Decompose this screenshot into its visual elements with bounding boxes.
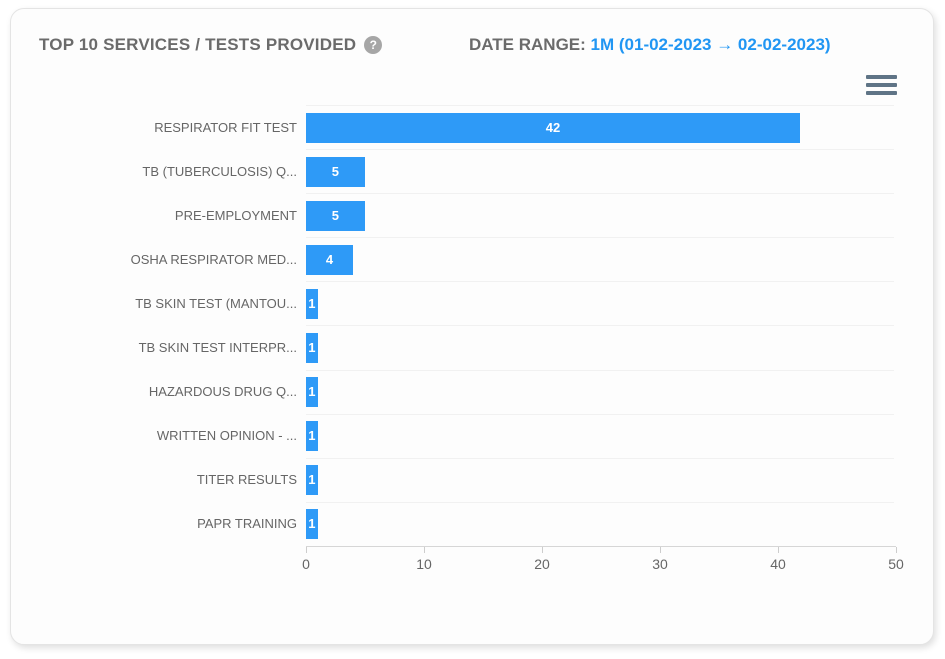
axis-tick-label: 0 xyxy=(302,555,310,572)
menu-line xyxy=(866,91,897,95)
axis-tick xyxy=(660,546,661,553)
bar[interactable]: 1 xyxy=(306,421,318,452)
chart-row: RESPIRATOR FIT TEST 42 xyxy=(11,105,933,149)
axis-tick xyxy=(306,546,307,553)
category-label: PAPR TRAINING xyxy=(197,516,297,532)
date-range-label: DATE RANGE: xyxy=(469,35,586,54)
plot-band: 1 xyxy=(306,281,894,325)
category-label: TB SKIN TEST (MANTOU... xyxy=(135,295,297,311)
help-icon[interactable]: ? xyxy=(364,36,383,54)
bar[interactable]: 42 xyxy=(306,112,800,143)
bar[interactable]: 1 xyxy=(306,333,318,364)
bar[interactable]: 5 xyxy=(306,200,365,231)
page-title: TOP 10 SERVICES / TESTS PROVIDED xyxy=(39,35,357,54)
chart-row: OSHA RESPIRATOR MED... 4 xyxy=(11,237,933,281)
bar-value-label: 4 xyxy=(325,251,334,267)
bar-value-label: 1 xyxy=(308,384,316,400)
plot-band: 1 xyxy=(306,325,894,369)
category-label: HAZARDOUS DRUG Q... xyxy=(148,384,297,400)
axis-tick-label: 40 xyxy=(770,555,786,572)
bar-value-label: 1 xyxy=(308,428,316,444)
axis-tick xyxy=(896,546,897,553)
chart-row: WRITTEN OPINION - ... 1 xyxy=(11,413,933,458)
bar[interactable]: 1 xyxy=(306,465,318,496)
category-label: TB (TUBERCULOSIS) Q... xyxy=(142,163,297,179)
category-label: WRITTEN OPINION - ... xyxy=(156,428,297,444)
chart-row: HAZARDOUS DRUG Q... 1 xyxy=(11,369,933,414)
bar[interactable]: 1 xyxy=(306,509,318,540)
category-label: TB SKIN TEST INTERPR... xyxy=(138,340,297,356)
plot-band: 1 xyxy=(306,457,894,502)
bar-value-label: 1 xyxy=(308,295,316,311)
bar-value-label: 1 xyxy=(308,472,316,488)
bar-value-label: 1 xyxy=(308,340,316,356)
category-label: RESPIRATOR FIT TEST xyxy=(154,119,297,135)
bar-value-label: 5 xyxy=(331,163,340,179)
plot-band: 5 xyxy=(306,193,894,237)
x-axis: 0 10 20 30 40 50 xyxy=(302,545,904,580)
date-range-value[interactable]: 1M (01-02-2023 → 02-02-2023) xyxy=(590,35,831,54)
category-label: TITER RESULTS xyxy=(196,472,297,488)
bar[interactable]: 1 xyxy=(306,377,318,408)
chart-card: TOP 10 SERVICES / TESTS PROVIDED ? DATE … xyxy=(10,8,934,645)
menu-line xyxy=(866,83,897,87)
chart-row: TITER RESULTS 1 xyxy=(11,457,933,502)
plot-band: 5 xyxy=(306,149,894,193)
chart-rows: RESPIRATOR FIT TEST 42 TB (TUBERCULOSIS) Q… xyxy=(11,105,933,546)
bar[interactable]: 5 xyxy=(306,156,365,187)
chart-row: PRE-EMPLOYMENT 5 xyxy=(11,193,933,237)
bar[interactable]: 4 xyxy=(306,244,354,275)
axis-tick-label: 10 xyxy=(416,555,432,572)
plot-band: 1 xyxy=(306,369,894,414)
plot-band: 42 xyxy=(306,105,894,149)
hamburger-menu-icon[interactable] xyxy=(865,73,899,97)
plot-band: 1 xyxy=(306,413,894,458)
plot-band: 1 xyxy=(306,501,894,546)
axis-tick xyxy=(778,546,779,553)
chart-row: TB (TUBERCULOSIS) Q... 5 xyxy=(11,149,933,193)
chart-row: TB SKIN TEST (MANTOU... 1 xyxy=(11,281,933,325)
axis-tick-label: 20 xyxy=(534,555,550,572)
category-label: OSHA RESPIRATOR MED... xyxy=(130,251,297,267)
bar-chart: RESPIRATOR FIT TEST 42 TB (TUBERCULOSIS) Q… xyxy=(11,105,933,580)
bar[interactable]: 1 xyxy=(306,288,318,319)
chart-row: TB SKIN TEST INTERPR... 1 xyxy=(11,325,933,369)
bar-value-label: 5 xyxy=(331,207,340,223)
bar-value-label: 42 xyxy=(545,119,561,135)
card-header: TOP 10 SERVICES / TESTS PROVIDED ? xyxy=(39,35,383,55)
chart-row: PAPR TRAINING 1 xyxy=(11,501,933,546)
date-range: DATE RANGE: 1M (01-02-2023 → 02-02-2023) xyxy=(469,35,831,55)
axis-tick-label: 50 xyxy=(888,555,904,572)
axis-tick xyxy=(542,546,543,553)
menu-line xyxy=(866,75,897,79)
category-label: PRE-EMPLOYMENT xyxy=(174,207,297,223)
axis-tick xyxy=(424,546,425,553)
axis-tick-label: 30 xyxy=(652,555,668,572)
plot-band: 4 xyxy=(306,237,894,281)
bar-value-label: 1 xyxy=(308,516,316,532)
